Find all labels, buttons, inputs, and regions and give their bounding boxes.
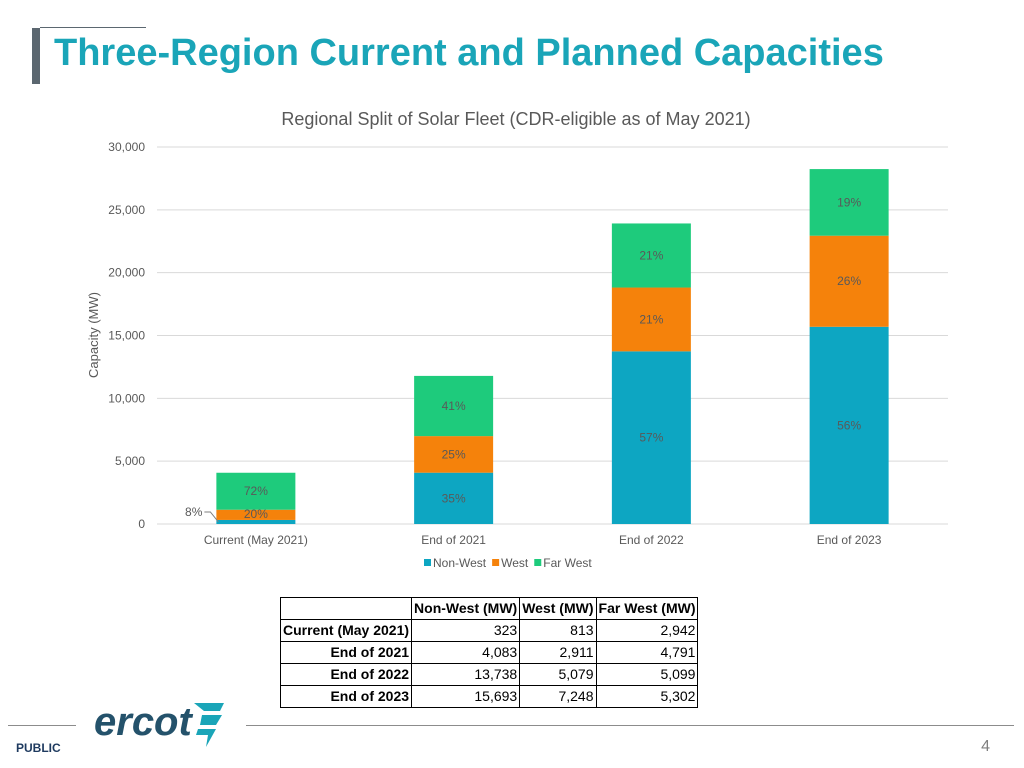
x-axis-categories: Current (May 2021) End of 2021 End of 2022… xyxy=(204,533,882,547)
gridlines xyxy=(157,146,948,525)
data-label: 26% xyxy=(837,274,861,288)
table-header-west: West (MW) xyxy=(519,597,597,620)
bar-non-west xyxy=(611,351,691,524)
x-category-label: End of 2022 xyxy=(619,533,684,547)
table-cell-west: 5,079 xyxy=(519,663,597,686)
table-header-row: Non-West (MW) West (MW) Far West (MW) xyxy=(279,597,699,620)
y-axis-ticks: 0 5,000 10,000 15,000 20,000 25,000 30,000 xyxy=(108,140,145,531)
bar-non-west xyxy=(216,519,296,524)
table-header-non-west: Non-West (MW) xyxy=(411,597,521,620)
table-cell-non-west: 4,083 xyxy=(411,641,521,664)
footer-rule-right xyxy=(246,725,1014,726)
table-row-label: End of 2022 xyxy=(279,663,413,686)
table-row: End of 2022 13,738 5,079 5,099 xyxy=(279,663,699,686)
chart-title: Regional Split of Solar Fleet (CDR-eligi… xyxy=(281,109,750,129)
bar-far-west xyxy=(216,472,296,510)
bar-west xyxy=(809,235,889,327)
data-label: 72% xyxy=(244,484,268,498)
y-tick-label: 5,000 xyxy=(115,454,145,468)
leader-line xyxy=(204,511,219,523)
y-tick-label: 25,000 xyxy=(108,203,145,217)
data-label: 41% xyxy=(442,399,466,413)
logo-bolt-icon xyxy=(194,703,224,747)
data-labels: 8% 20% 72% 35% 25% 41% 57% 21% 21% 56% 26% 19% xyxy=(185,195,861,523)
table-cell-far-west: 2,942 xyxy=(595,619,699,642)
bar-west xyxy=(611,287,691,352)
table-cell-non-west: 323 xyxy=(411,619,521,642)
x-category-label: End of 2021 xyxy=(421,533,486,547)
y-tick-label: 0 xyxy=(138,517,145,531)
table-cell-non-west: 13,738 xyxy=(411,663,521,686)
table-cell-west: 7,248 xyxy=(519,685,597,708)
table-row: End of 2021 4,083 2,911 4,791 xyxy=(279,641,699,664)
legend: Non-West West Far West xyxy=(424,556,592,570)
classification-label: PUBLIC xyxy=(16,741,61,755)
table-header-far-west: Far West (MW) xyxy=(595,597,699,620)
table-row-label: Current (May 2021) xyxy=(279,619,413,642)
y-tick-label: 10,000 xyxy=(108,391,145,405)
table-header-blank xyxy=(279,597,413,620)
ercot-logo: ercot xyxy=(94,700,224,747)
table-row-label: End of 2021 xyxy=(279,641,413,664)
table-cell-west: 2,911 xyxy=(519,641,597,664)
legend-swatch xyxy=(492,559,500,566)
table-cell-far-west: 5,099 xyxy=(595,663,699,686)
page-title: Three-Region Current and Planned Capacit… xyxy=(54,32,884,74)
table-cell-far-west: 5,302 xyxy=(595,685,699,708)
page-number: 4 xyxy=(981,738,990,755)
table-cell-far-west: 4,791 xyxy=(595,641,699,664)
table-cell-west: 813 xyxy=(519,619,597,642)
data-label: 35% xyxy=(442,491,466,505)
y-tick-label: 20,000 xyxy=(108,266,145,280)
legend-label: West xyxy=(501,556,529,570)
bar-west xyxy=(216,509,296,520)
bar-non-west xyxy=(414,472,494,524)
bar-west xyxy=(414,436,494,473)
data-label: 25% xyxy=(442,447,466,461)
data-label: 8% xyxy=(185,505,203,519)
title-accent-bar xyxy=(32,28,40,84)
bar-non-west xyxy=(809,326,889,524)
data-label: 21% xyxy=(639,248,663,262)
table-row: Current (May 2021) 323 813 2,942 xyxy=(279,619,699,642)
footer-rule-left xyxy=(8,725,76,726)
bar-far-west xyxy=(414,375,494,437)
capacity-table: Non-West (MW) West (MW) Far West (MW) Cu… xyxy=(279,597,699,708)
legend-label: Far West xyxy=(543,556,592,570)
y-tick-label: 30,000 xyxy=(108,140,145,154)
data-label: 20% xyxy=(244,507,268,521)
data-label: 21% xyxy=(639,312,663,326)
title-rule xyxy=(40,27,146,28)
bars xyxy=(216,169,889,524)
legend-swatch xyxy=(424,559,431,566)
bar-far-west xyxy=(611,223,691,288)
bar-far-west xyxy=(809,169,889,236)
table-row-label: End of 2023 xyxy=(279,685,413,708)
stacked-bar-chart: Regional Split of Solar Fleet (CDR-eligi… xyxy=(86,109,948,570)
y-axis-title: Capacity (MW) xyxy=(86,292,101,378)
logo-wordmark: ercot xyxy=(94,700,193,744)
x-category-label: Current (May 2021) xyxy=(204,533,308,547)
data-label: 56% xyxy=(837,418,861,432)
table-row: End of 2023 15,693 7,248 5,302 xyxy=(279,685,699,708)
y-tick-label: 15,000 xyxy=(108,329,145,343)
legend-swatch xyxy=(534,559,542,566)
x-category-label: End of 2023 xyxy=(817,533,882,547)
data-label: 57% xyxy=(639,431,663,445)
legend-label: Non-West xyxy=(433,556,487,570)
table-cell-non-west: 15,693 xyxy=(411,685,521,708)
data-label: 19% xyxy=(837,195,861,209)
